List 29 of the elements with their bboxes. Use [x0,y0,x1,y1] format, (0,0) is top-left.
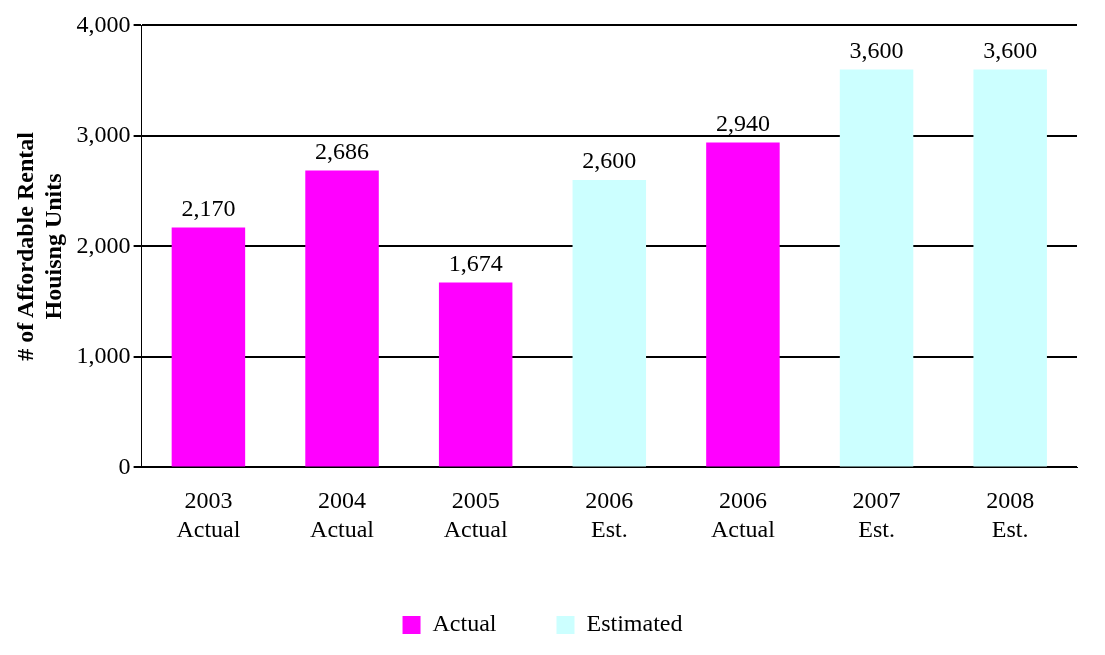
data-label: 3,600 [849,36,904,63]
bar [973,69,1047,467]
bar [706,142,780,467]
legend-label: Estimated [586,610,683,637]
y-tick-label: 1,000 [76,342,131,369]
data-label: 2,170 [181,194,236,221]
bar [572,180,647,467]
bar [305,170,379,467]
legend-label: Actual [432,610,497,637]
x-tick-label: 2006 Actual [710,487,776,542]
y-tick-label: 3,000 [76,121,131,148]
x-tick-label: 2003 Actual [176,487,241,542]
x-tick-label: 2007 Est. [852,487,901,542]
bar [171,227,246,467]
data-label: 2,686 [315,137,370,164]
x-tick-label: 2008 Est. [986,487,1035,542]
data-label: 2,940 [715,109,770,136]
data-label: 1,674 [448,249,503,276]
y-tick-label: 4,000 [76,10,131,37]
bar [438,282,513,467]
x-tick-label: 2004 Actual [310,487,375,542]
data-label: 2,600 [582,147,637,174]
bar [839,69,914,467]
y-tick-label: 2,000 [76,231,131,258]
y-axis-title: # of Affordable Rental Houisng Units [11,131,67,361]
data-label: 3,600 [983,36,1038,63]
y-tick-label: 0 [118,452,131,479]
x-tick-label: 2005 Actual [443,487,508,542]
x-tick-label: 2006 Est. [585,487,634,542]
